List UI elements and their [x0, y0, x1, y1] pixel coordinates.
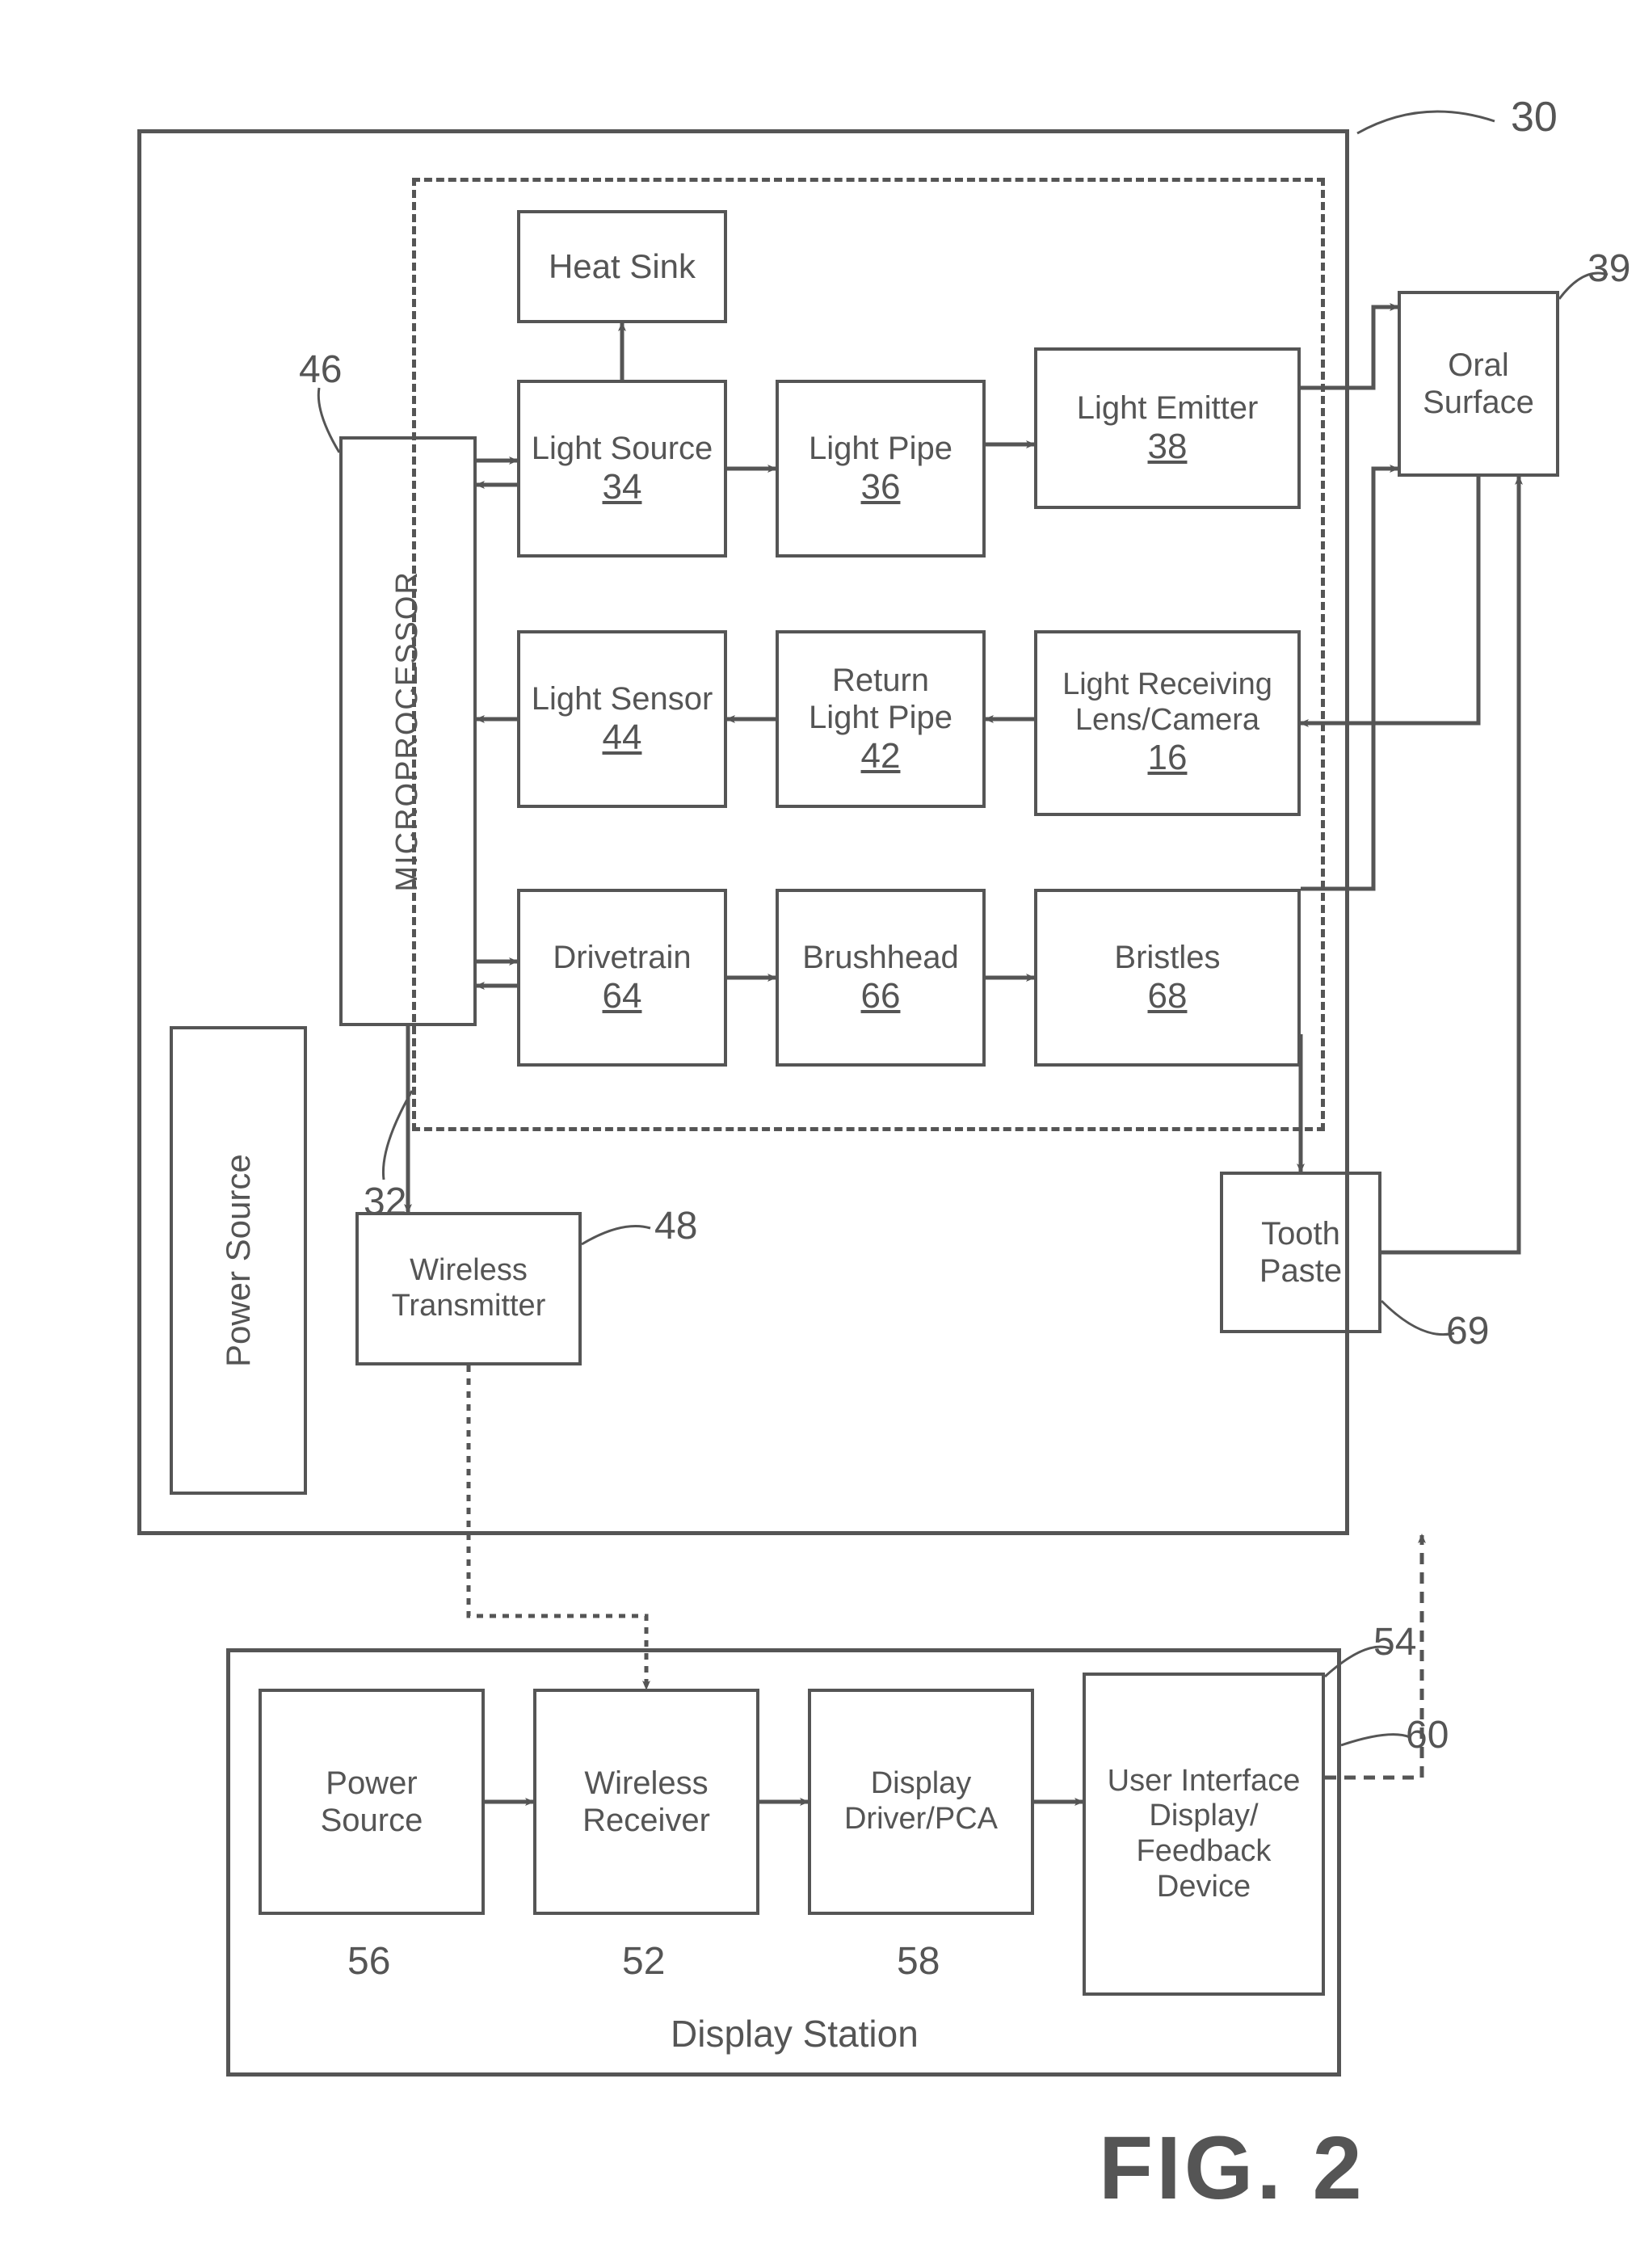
- ref-30: 30: [1511, 93, 1558, 141]
- bristles-ref: 68: [1148, 976, 1188, 1017]
- brushhead-label: Brushhead: [802, 939, 958, 976]
- bristles-box: Bristles 68: [1034, 889, 1301, 1067]
- ref-60: 60: [1406, 1713, 1449, 1757]
- power-source-handle-box: Power Source: [170, 1026, 307, 1495]
- microprocessor-label: MICROPROCESSOR: [390, 570, 426, 891]
- heat-sink-box: Heat Sink: [517, 210, 727, 323]
- ref-52: 52: [622, 1939, 665, 1984]
- power-source-station-label: Power Source: [321, 1765, 423, 1839]
- drivetrain-label: Drivetrain: [553, 939, 691, 976]
- brushhead-ref: 66: [861, 976, 901, 1017]
- bristles-label: Bristles: [1114, 939, 1220, 976]
- ref-56: 56: [347, 1939, 390, 1984]
- light-sensor-ref: 44: [603, 717, 642, 759]
- ref-32: 32: [364, 1180, 406, 1224]
- brushhead-box: Brushhead 66: [776, 889, 986, 1067]
- light-emitter-box: Light Emitter 38: [1034, 347, 1301, 509]
- ref-69: 69: [1446, 1309, 1489, 1353]
- light-receiving-ref: 16: [1148, 738, 1188, 779]
- display-driver-box: Display Driver/PCA: [808, 1689, 1034, 1915]
- heat-sink-label: Heat Sink: [549, 247, 696, 286]
- display-driver-label: Display Driver/PCA: [844, 1766, 998, 1837]
- return-light-pipe-box: Return Light Pipe 42: [776, 630, 986, 808]
- light-emitter-label: Light Emitter: [1077, 389, 1259, 427]
- light-source-ref: 34: [603, 467, 642, 508]
- light-receiving-label: Light Receiving Lens/Camera: [1062, 667, 1272, 738]
- oral-surface-box: Oral Surface: [1398, 291, 1559, 477]
- display-station-label: Display Station: [671, 2012, 919, 2056]
- microprocessor-box: MICROPROCESSOR: [339, 436, 477, 1026]
- ref-39: 39: [1587, 246, 1630, 291]
- drivetrain-box: Drivetrain 64: [517, 889, 727, 1067]
- light-sensor-label: Light Sensor: [532, 680, 713, 717]
- light-sensor-box: Light Sensor 44: [517, 630, 727, 808]
- toothpaste-label: Tooth Paste: [1259, 1215, 1342, 1290]
- light-receiving-box: Light Receiving Lens/Camera 16: [1034, 630, 1301, 816]
- toothpaste-box: Tooth Paste: [1220, 1172, 1381, 1333]
- light-pipe-ref: 36: [861, 467, 901, 508]
- wireless-rx-box: Wireless Receiver: [533, 1689, 759, 1915]
- ref-48: 48: [654, 1204, 697, 1248]
- light-source-box: Light Source 34: [517, 380, 727, 558]
- ref-58: 58: [897, 1939, 940, 1984]
- return-light-pipe-ref: 42: [861, 736, 901, 777]
- light-pipe-box: Light Pipe 36: [776, 380, 986, 558]
- wireless-tx-box: Wireless Transmitter: [355, 1212, 582, 1365]
- user-interface-box: User Interface Display/ Feedback Device: [1083, 1673, 1325, 1996]
- power-source-handle-label: Power Source: [219, 1154, 258, 1367]
- figure-label: FIG. 2: [1099, 2117, 1365, 2220]
- user-interface-label: User Interface Display/ Feedback Device: [1108, 1764, 1301, 1905]
- wireless-tx-label: Wireless Transmitter: [392, 1253, 546, 1323]
- wireless-rx-label: Wireless Receiver: [582, 1765, 710, 1839]
- return-light-pipe-label: Return Light Pipe: [809, 662, 952, 736]
- drivetrain-ref: 64: [603, 976, 642, 1017]
- light-pipe-label: Light Pipe: [809, 430, 952, 467]
- light-source-label: Light Source: [532, 430, 713, 467]
- ref-54: 54: [1373, 1620, 1416, 1664]
- light-emitter-ref: 38: [1148, 427, 1188, 468]
- oral-surface-label: Oral Surface: [1423, 347, 1534, 421]
- ref-46: 46: [299, 347, 342, 392]
- power-source-station-box: Power Source: [259, 1689, 485, 1915]
